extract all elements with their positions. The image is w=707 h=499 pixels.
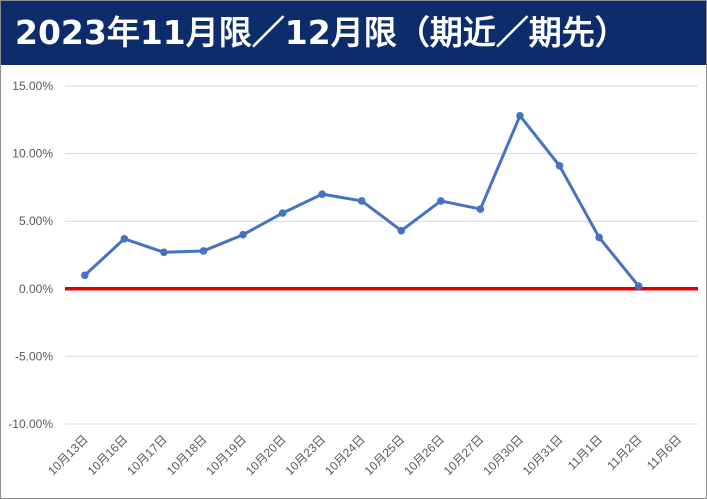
data-point bbox=[239, 230, 247, 239]
y-tick-label: 10.00% bbox=[12, 147, 53, 161]
x-tick-label: 10月18日 bbox=[164, 432, 210, 478]
data-point bbox=[199, 247, 208, 255]
x-axis-tick-labels: 10月13日10月16日10月17日10月18日10月19日10月20日10月2… bbox=[45, 432, 684, 478]
data-point bbox=[278, 209, 287, 217]
x-tick-label: 11月6日 bbox=[644, 432, 684, 472]
data-point bbox=[160, 248, 168, 257]
x-tick-label: 10月17日 bbox=[124, 432, 170, 478]
x-tick-label: 10月24日 bbox=[322, 432, 368, 478]
series-1 bbox=[80, 111, 643, 290]
x-tick-label: 10月30日 bbox=[480, 432, 526, 478]
data-point bbox=[437, 197, 445, 205]
x-tick-label: 10月20日 bbox=[243, 432, 289, 478]
y-axis-tick-labels: 15.00% 10.00% 5.00% 0.00% -5.00% -10.00% bbox=[8, 79, 53, 431]
y-tick-label: 15.00% bbox=[12, 79, 53, 93]
x-tick-label: 11月1日 bbox=[565, 432, 605, 472]
x-tick-label: 10月13日 bbox=[45, 432, 91, 478]
data-point bbox=[318, 190, 326, 198]
data-point bbox=[516, 111, 524, 120]
data-point bbox=[80, 271, 89, 280]
x-tick-label: 10月31日 bbox=[520, 432, 566, 478]
x-tick-label: 10月26日 bbox=[401, 432, 447, 478]
data-point bbox=[357, 197, 366, 205]
x-tick-label: 10月23日 bbox=[283, 432, 329, 478]
data-point bbox=[595, 233, 603, 242]
y-tick-label: -5.00% bbox=[15, 349, 53, 363]
x-tick-label: 10月16日 bbox=[85, 432, 131, 478]
x-tick-label: 11月2日 bbox=[604, 432, 644, 472]
y-tick-label: 5.00% bbox=[19, 214, 53, 228]
y-tick-label: -10.00% bbox=[8, 417, 53, 431]
x-tick-label: 10月25日 bbox=[362, 432, 408, 478]
data-point bbox=[555, 161, 564, 170]
y-tick-label: 0.00% bbox=[19, 282, 53, 296]
x-tick-label: 10月19日 bbox=[203, 432, 249, 478]
data-point bbox=[397, 226, 406, 235]
gridlines bbox=[65, 85, 698, 425]
x-tick-label: 10月27日 bbox=[441, 432, 487, 478]
chart-title: 2023年11月限／12月限（期近／期先） bbox=[1, 1, 706, 65]
data-point bbox=[476, 205, 485, 213]
data-point bbox=[120, 234, 129, 243]
data-point bbox=[634, 282, 643, 290]
